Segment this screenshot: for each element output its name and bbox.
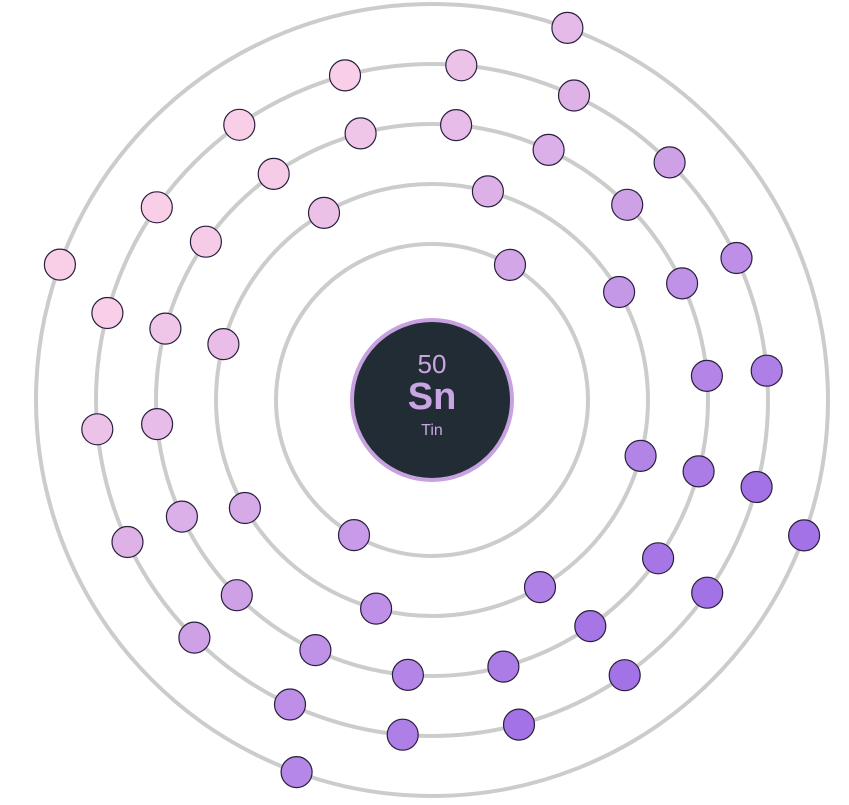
electron-shell-3 (690, 359, 724, 392)
electron-shell-2 (523, 570, 557, 604)
electron-shell-5 (280, 755, 313, 789)
electron-shell-4 (178, 621, 211, 654)
electron-shell-3 (440, 108, 473, 142)
electron-shell-2 (228, 491, 261, 525)
electron-shell-4 (140, 191, 173, 224)
electron-shell-4 (445, 49, 478, 82)
electron-shell-5 (551, 11, 584, 44)
electron-shell-4 (750, 354, 783, 387)
nucleus-circle (350, 318, 514, 482)
electrons (43, 11, 821, 789)
electron-shell-4 (91, 296, 124, 330)
electron-shell-2 (307, 196, 341, 229)
electron-shell-3 (682, 455, 715, 488)
electron-shell-2 (207, 328, 240, 361)
shell-2-ring (214, 182, 650, 618)
electron-shell-3 (220, 579, 253, 612)
electron-shell-5 (787, 519, 821, 552)
electron-shell-4 (502, 708, 536, 741)
electron-shell-3 (257, 157, 290, 190)
electron-shell-3 (149, 312, 182, 345)
element-symbol: Sn (408, 376, 457, 418)
electron-shell-4 (111, 525, 144, 559)
electron-shell-4 (740, 470, 773, 504)
electron-shell-3 (611, 188, 644, 221)
electron-shell-2 (624, 439, 657, 472)
electron-shell-3 (299, 633, 332, 667)
electron-shell-3 (487, 650, 520, 683)
atomic-number: 50 (418, 349, 447, 379)
electron-shell-5 (43, 248, 77, 281)
electron-shell-1 (493, 248, 527, 281)
electron-shell-3 (344, 117, 377, 150)
electron-shell-3 (391, 658, 424, 692)
electron-shell-3 (189, 225, 222, 258)
electron-shell-4 (223, 108, 256, 141)
electron-shell-3 (165, 500, 198, 533)
electron-shell-4 (273, 688, 307, 721)
electron-shell-3 (641, 542, 675, 575)
nucleus: 50 Sn Tin (350, 318, 514, 482)
electron-shell-1 (337, 518, 371, 552)
electron-shell-4 (653, 146, 686, 179)
electron-shell-4 (386, 718, 419, 751)
electron-shell-4 (608, 659, 641, 692)
electron-shell-3 (574, 609, 607, 643)
electron-shells (34, 2, 830, 798)
electron-shell-2 (360, 592, 393, 625)
electron-shell-2 (602, 275, 636, 309)
electron-shell-4 (81, 413, 114, 446)
electron-shell-2 (471, 175, 504, 208)
electron-shell-3 (141, 408, 174, 441)
shell-3-ring (154, 122, 710, 678)
shell-5-ring (34, 2, 830, 798)
electron-shell-4 (720, 241, 753, 275)
shell-4-ring (94, 62, 770, 738)
electron-shell-3 (532, 133, 565, 166)
electron-shell-4 (691, 576, 724, 609)
electron-shell-3 (665, 267, 699, 300)
shell-1-ring (274, 242, 590, 558)
electron-shell-4 (557, 79, 591, 112)
element-name: Tin (421, 422, 443, 439)
electron-shell-4 (328, 59, 362, 92)
